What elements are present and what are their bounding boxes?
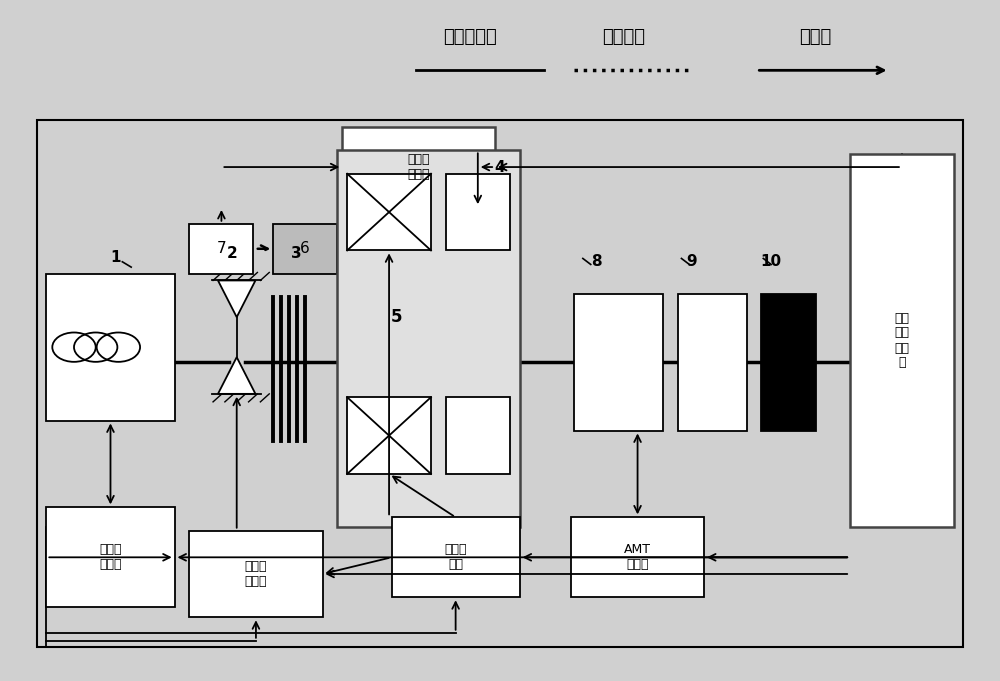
Bar xyxy=(574,294,663,430)
Bar xyxy=(446,397,510,474)
Text: 10: 10 xyxy=(761,254,782,269)
Bar xyxy=(392,518,520,597)
Bar xyxy=(347,174,431,251)
Text: 1: 1 xyxy=(110,250,121,265)
Bar xyxy=(446,174,510,251)
Text: 6: 6 xyxy=(300,241,310,256)
Text: 信号流: 信号流 xyxy=(799,28,832,46)
Bar xyxy=(189,530,322,618)
Bar xyxy=(46,507,175,607)
Bar xyxy=(850,154,954,527)
Text: 车辆
系统
控制
器: 车辆 系统 控制 器 xyxy=(894,311,909,370)
Text: 5: 5 xyxy=(391,308,402,326)
Text: 电机控
制器: 电机控 制器 xyxy=(444,543,467,571)
Text: 7: 7 xyxy=(217,241,226,256)
Text: 发动机
控制器: 发动机 控制器 xyxy=(99,543,122,571)
Bar xyxy=(678,294,747,430)
Text: 离合器
控制器: 离合器 控制器 xyxy=(245,560,267,588)
Text: 4: 4 xyxy=(495,159,505,174)
Text: AMT
控制器: AMT 控制器 xyxy=(624,543,651,571)
Text: 9: 9 xyxy=(686,254,697,269)
Text: 蓄电池
控制器: 蓄电池 控制器 xyxy=(407,153,430,181)
Bar xyxy=(46,274,175,421)
Bar xyxy=(273,224,337,274)
Bar xyxy=(342,127,495,207)
Bar xyxy=(37,121,963,648)
Polygon shape xyxy=(218,357,255,394)
Bar xyxy=(337,151,520,527)
Bar xyxy=(189,224,253,274)
Bar xyxy=(571,518,704,597)
Bar xyxy=(761,294,816,430)
Text: 电功率流: 电功率流 xyxy=(602,28,645,46)
Text: 3: 3 xyxy=(291,247,301,262)
Text: 8: 8 xyxy=(591,254,602,269)
Polygon shape xyxy=(218,281,255,317)
Text: 机械功率流: 机械功率流 xyxy=(444,28,497,46)
Text: 2: 2 xyxy=(226,247,237,262)
Bar xyxy=(347,397,431,474)
